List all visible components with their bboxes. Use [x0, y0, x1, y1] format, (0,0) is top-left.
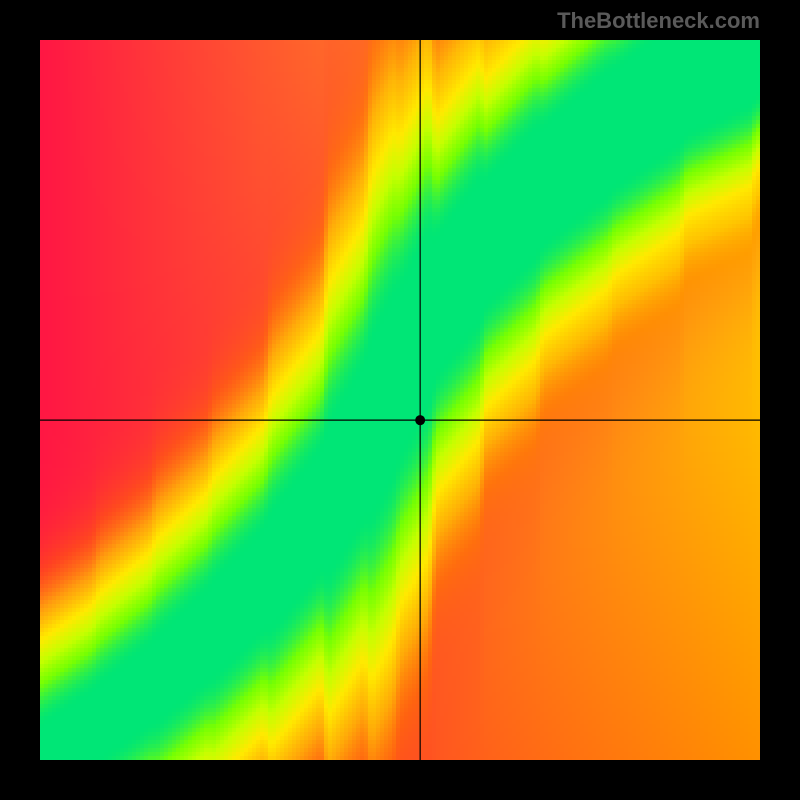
bottleneck-heatmap [40, 40, 760, 760]
watermark-text: TheBottleneck.com [557, 8, 760, 34]
chart-container: TheBottleneck.com [0, 0, 800, 800]
